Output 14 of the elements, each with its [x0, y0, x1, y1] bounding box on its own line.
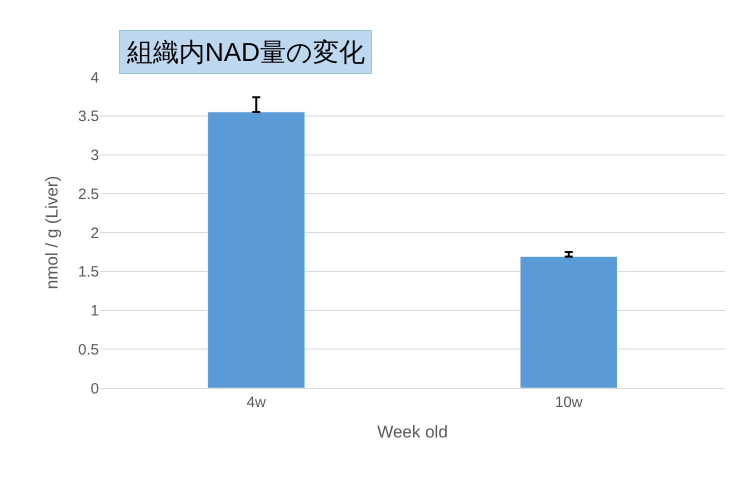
x-tick-label: 4w — [246, 394, 266, 411]
y-axis-title: nmol / g (Liver) — [42, 176, 62, 290]
y-tick-label: 1 — [90, 302, 99, 320]
y-tick-label: 4 — [90, 69, 99, 86]
y-tick-label: 0 — [90, 380, 99, 398]
x-tick-label: 10w — [554, 394, 583, 411]
y-tick-label: 0.5 — [78, 341, 99, 358]
y-tick-label: 2 — [90, 224, 99, 242]
y-tick-label: 3.5 — [78, 108, 99, 126]
y-tick-label: 1.5 — [78, 264, 99, 281]
y-tick-label: 2.5 — [78, 186, 99, 203]
y-tick-label: 3 — [90, 147, 99, 164]
chart-title: 組織内NAD量の変化 — [126, 37, 365, 67]
x-axis-title: Week old — [377, 422, 448, 442]
